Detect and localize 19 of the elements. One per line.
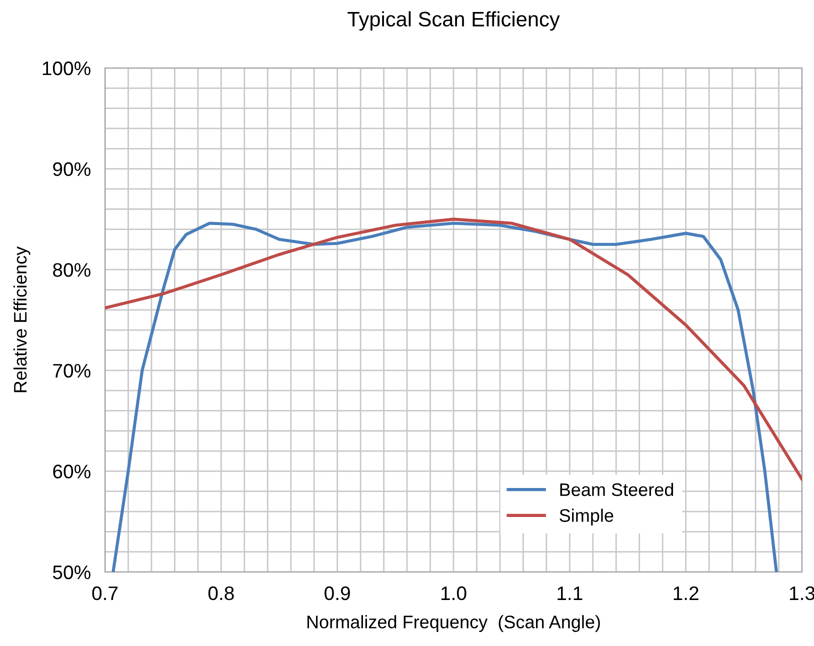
x-tick-label: 0.7 <box>92 586 118 600</box>
y-tick-label: 90% <box>53 162 90 176</box>
x-tick-label: 1.1 <box>558 586 582 600</box>
y-tick-label: 80% <box>53 263 90 277</box>
y-axis-title: Relative Efficiency <box>13 246 30 392</box>
x-tick-label: 1.0 <box>441 586 466 600</box>
line-series <box>105 218 802 481</box>
x-tick-label: 0.9 <box>324 586 350 600</box>
y-tick-label: 70% <box>53 364 90 378</box>
line-series <box>112 222 778 572</box>
x-axis-title: Normalized Frequency (Scan Angle) <box>307 615 600 632</box>
legend-label: Beam Steered <box>560 482 674 496</box>
chart-title: Typical Scan Efficiency <box>348 11 560 31</box>
y-tick-label: 60% <box>53 464 90 478</box>
legend-label: Simple <box>560 508 614 526</box>
x-tick-label: 1.2 <box>674 586 698 600</box>
y-tick-label: 50% <box>52 565 90 580</box>
x-tick-label: 0.8 <box>208 586 234 600</box>
y-tick-label: 100% <box>42 61 90 76</box>
